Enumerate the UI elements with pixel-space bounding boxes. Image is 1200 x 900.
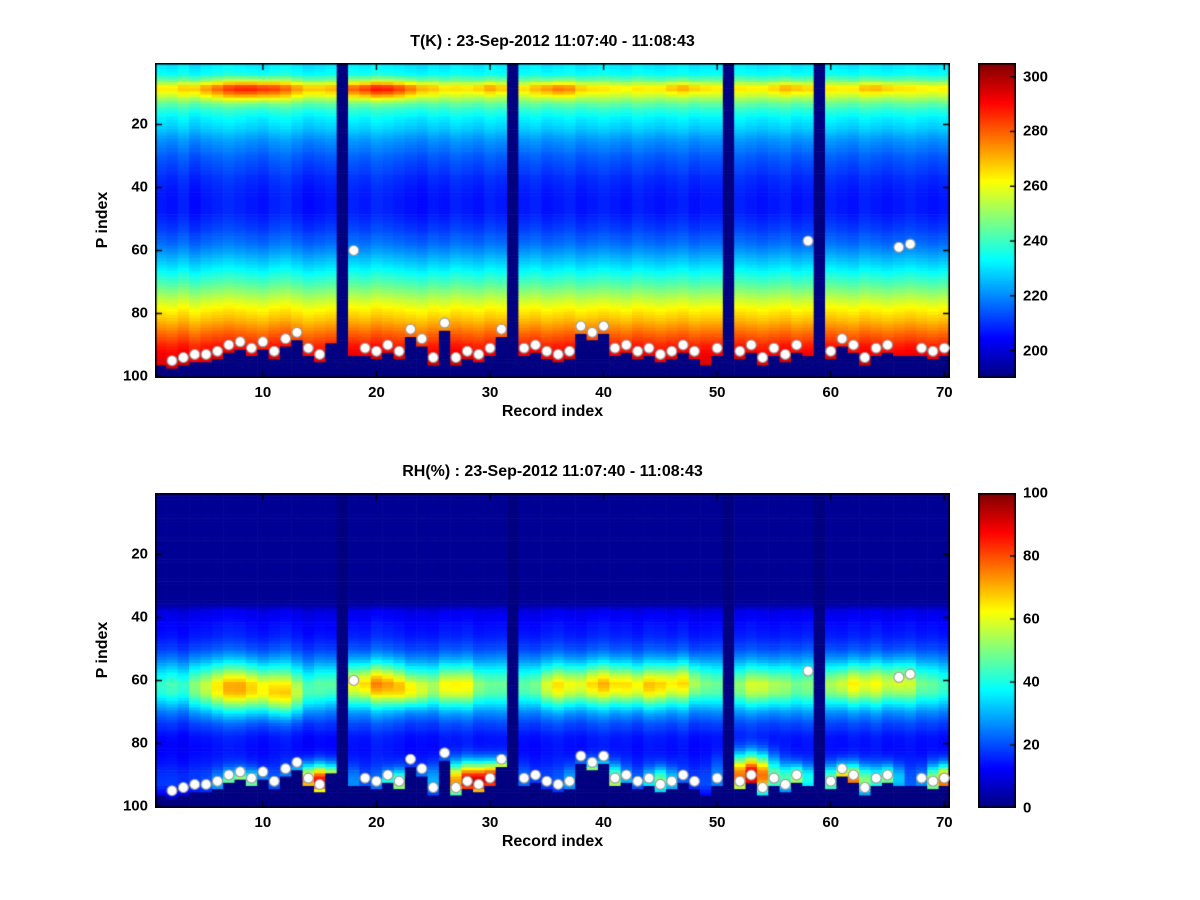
humidity-colorbar-canvas bbox=[978, 493, 1016, 808]
y-tick-20: 20 bbox=[131, 545, 148, 563]
colorbar-tick-60: 60 bbox=[1023, 610, 1040, 628]
colorbar-tick-40: 40 bbox=[1023, 673, 1040, 691]
colorbar-tick-80: 80 bbox=[1023, 547, 1040, 565]
humidity-heatmap-canvas bbox=[155, 493, 950, 808]
x-tick-10: 10 bbox=[254, 384, 272, 401]
x-tick-40: 40 bbox=[595, 814, 612, 831]
y-tick-100: 100 bbox=[122, 797, 148, 815]
x-tick-20: 20 bbox=[368, 814, 385, 831]
x-tick-30: 30 bbox=[481, 384, 499, 401]
x-tick-20: 20 bbox=[368, 384, 385, 401]
colorbar-tick-20: 20 bbox=[1023, 736, 1040, 754]
colorbar-tick-300: 300 bbox=[1023, 68, 1049, 86]
y-tick-40: 40 bbox=[131, 178, 148, 196]
y-tick-80: 80 bbox=[131, 734, 148, 752]
humidity-chart-title: RH(%) : 23-Sep-2012 11:07:40 - 11:08:43 bbox=[402, 463, 703, 480]
y-tick-100: 100 bbox=[122, 367, 148, 385]
x-tick-50: 50 bbox=[708, 384, 726, 401]
x-tick-70: 70 bbox=[935, 814, 953, 831]
y-tick-60: 60 bbox=[131, 671, 148, 689]
x-tick-40: 40 bbox=[595, 384, 612, 401]
temperature-yaxis-label: P index bbox=[94, 191, 111, 249]
x-tick-60: 60 bbox=[822, 384, 840, 401]
x-tick-60: 60 bbox=[822, 814, 840, 831]
colorbar-tick-260: 260 bbox=[1023, 177, 1049, 195]
x-tick-10: 10 bbox=[254, 814, 272, 831]
temperature-chart-title: T(K) : 23-Sep-2012 11:07:40 - 11:08:43 bbox=[410, 33, 695, 50]
colorbar-tick-220: 220 bbox=[1023, 287, 1049, 305]
y-tick-20: 20 bbox=[131, 115, 148, 133]
temperature-colorbar-canvas bbox=[978, 63, 1016, 378]
y-tick-80: 80 bbox=[131, 304, 148, 322]
x-tick-70: 70 bbox=[935, 384, 953, 401]
x-tick-50: 50 bbox=[708, 814, 726, 831]
humidity-xaxis-label: Record index bbox=[501, 833, 604, 850]
y-tick-60: 60 bbox=[131, 241, 148, 259]
humidity-yaxis-label: P index bbox=[94, 621, 111, 679]
x-tick-30: 30 bbox=[481, 814, 499, 831]
colorbar-tick-240: 240 bbox=[1023, 232, 1049, 250]
temperature-xaxis-label: Record index bbox=[501, 403, 604, 420]
y-tick-40: 40 bbox=[131, 608, 148, 626]
colorbar-tick-280: 280 bbox=[1023, 122, 1049, 140]
colorbar-tick-100: 100 bbox=[1023, 484, 1049, 502]
colorbar-tick-0: 0 bbox=[1023, 799, 1032, 817]
temperature-heatmap-canvas bbox=[155, 63, 950, 378]
colorbar-tick-200: 200 bbox=[1023, 342, 1049, 360]
